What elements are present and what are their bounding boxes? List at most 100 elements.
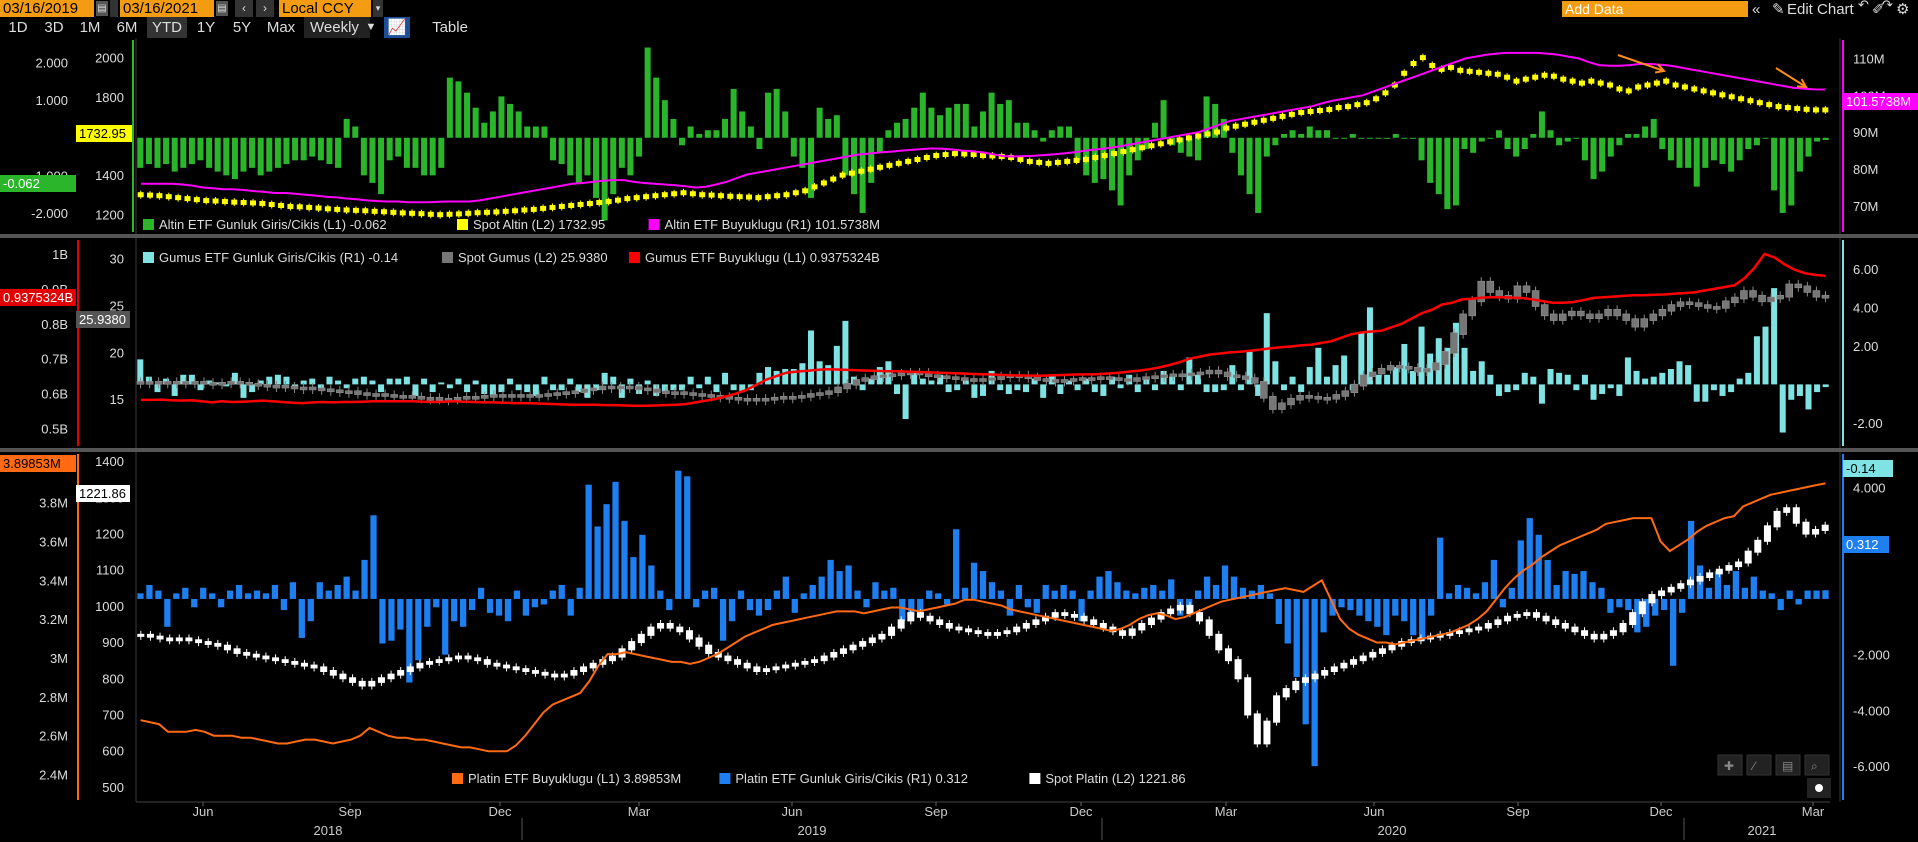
gold-flow-bar [309,137,316,157]
gold-flow-bar [438,137,445,168]
range-6m[interactable]: 6M [116,19,138,36]
gold-flow-bar [1452,137,1459,206]
gold-flow-bar [386,137,393,161]
gold-flow-bar [1057,126,1064,138]
range-1m[interactable]: 1M [79,19,101,36]
platinum-flow-bar [397,598,404,630]
platinum-flow-bar [1562,571,1569,599]
platinum-spot-candle [897,619,905,629]
end-date-input[interactable]: 03/16/2021 [120,0,214,17]
platinum-spot-candle [243,651,251,656]
table-button[interactable]: Table [432,19,468,36]
silver-flow-bar [1513,384,1520,391]
silver-spot-candle [852,379,860,386]
silver-flow-bar [1581,374,1588,385]
platinum-flow-bar [334,584,341,599]
gold-spot-candle [1607,82,1614,88]
note-icon-bg [1775,754,1801,776]
gold-spot-candle [1794,106,1801,112]
add-data-input[interactable]: Add Data [1562,1,1748,17]
silver-spot-candle [1341,390,1350,397]
silver-flow-bar [1530,376,1537,385]
platinum-spot-candle [272,657,280,662]
range-5y[interactable]: 5Y [232,19,252,36]
chart-area: 2.0001.000-1.000-2.000200018001600140012… [0,38,1918,842]
silver-flow-bar [825,365,832,385]
prev-period-icon[interactable]: ‹ [235,0,253,17]
gold-flow-bar [1151,122,1158,138]
undo-icon[interactable]: ↶ [1858,0,1869,12]
platinum-flow-bar [1419,598,1426,641]
gold-flow-bar [292,137,299,161]
gold-spot-candle [1260,117,1267,123]
gold-spot-candle [1129,147,1136,153]
edit-chart-button[interactable]: Edit Chart [1787,1,1854,18]
silver-flow-bar [541,376,548,385]
next-period-icon[interactable]: › [256,0,274,17]
range-3d[interactable]: 3D [44,19,64,36]
platinum-spot-candle [1629,612,1637,625]
gold-flow-bar [1289,130,1296,138]
collapse-icon[interactable]: « [1752,1,1761,18]
settings-icon[interactable]: ⚙ [1896,1,1910,18]
gold-spot-candle [399,210,406,216]
x-month-label: Dec [1649,804,1673,819]
range-ytd[interactable]: YTD [147,17,187,38]
gold-flow-bar [1022,122,1030,138]
platinum-flow-bar [406,598,413,683]
silver-flow-bar [1306,367,1313,385]
silver-spot-candle [1423,367,1431,373]
gold-spot-candle [1298,109,1305,115]
gold-spot-candle [848,170,855,176]
gold-spot-candle [352,207,359,213]
platinum-flow-bar [1338,598,1345,608]
chart-mode-icon[interactable]: 📈 [384,17,410,38]
platinum-flow-bar [1302,598,1309,725]
silver-spot-candle [471,396,480,400]
start-calendar-icon[interactable]: ▤ [96,1,108,16]
silver-spot-candle [1042,378,1051,382]
platinum-flow-bar [424,598,431,627]
start-date-input[interactable]: 03/16/2019 [0,0,94,17]
edit-pencil-icon[interactable]: ✎ [1772,1,1785,18]
platinum-flow-bar [1813,590,1820,599]
platinum-flow-bar [737,590,745,599]
platinum-flow-bar [612,481,619,599]
platinum-flow-bar [1186,598,1193,608]
draw-line-icon[interactable]: ✐ [1872,1,1885,18]
silver-legend-item: Spot Gumus (L2) 25.9380 [458,250,608,265]
gold-flow-bar [464,92,471,138]
silver-flow-bar [1005,384,1012,395]
gold-spot-candle [530,206,537,212]
platinum-flow-bar [827,559,834,599]
gold-spot-candle [1064,158,1071,164]
platinum-spot-candle [252,653,260,658]
end-calendar-icon[interactable]: ▤ [216,1,228,16]
silver-flow-bar [446,384,453,389]
silver-spot-candle [354,390,362,395]
range-max[interactable]: Max [266,19,296,36]
platinum-spot-candle [1099,623,1107,629]
range-1y[interactable]: 1Y [196,19,216,36]
gold-flow-bar [567,137,574,176]
frequency-dropdown-icon[interactable]: ▼ [365,21,377,33]
platinum-size-current-label: 3.89853M [3,456,61,471]
platinum-size-tick: 3.6M [39,534,68,549]
currency-dropdown-icon[interactable]: ▾ [373,0,383,17]
platinum-spot-candle [195,639,203,644]
range-1d[interactable]: 1D [8,19,28,36]
frequency-select[interactable]: Weekly [304,17,370,38]
silver-flow-bar [618,384,625,398]
gold-spot-candle [1382,90,1389,96]
silver-flow-bar [1194,374,1201,385]
gold-flow-bar [266,137,273,172]
platinum-spot-candle [531,670,539,674]
gold-size-current-label: 101.5738M [1846,94,1911,109]
gold-flow-bar [1358,137,1365,139]
platinum-spot-candle [1378,648,1386,654]
platinum-flow-bar [1598,587,1605,599]
silver-spot-candle [689,392,697,396]
gold-spot-candle [783,192,790,198]
currency-select[interactable]: Local CCY [279,0,371,17]
redo-icon[interactable]: ↷ [1882,0,1893,12]
